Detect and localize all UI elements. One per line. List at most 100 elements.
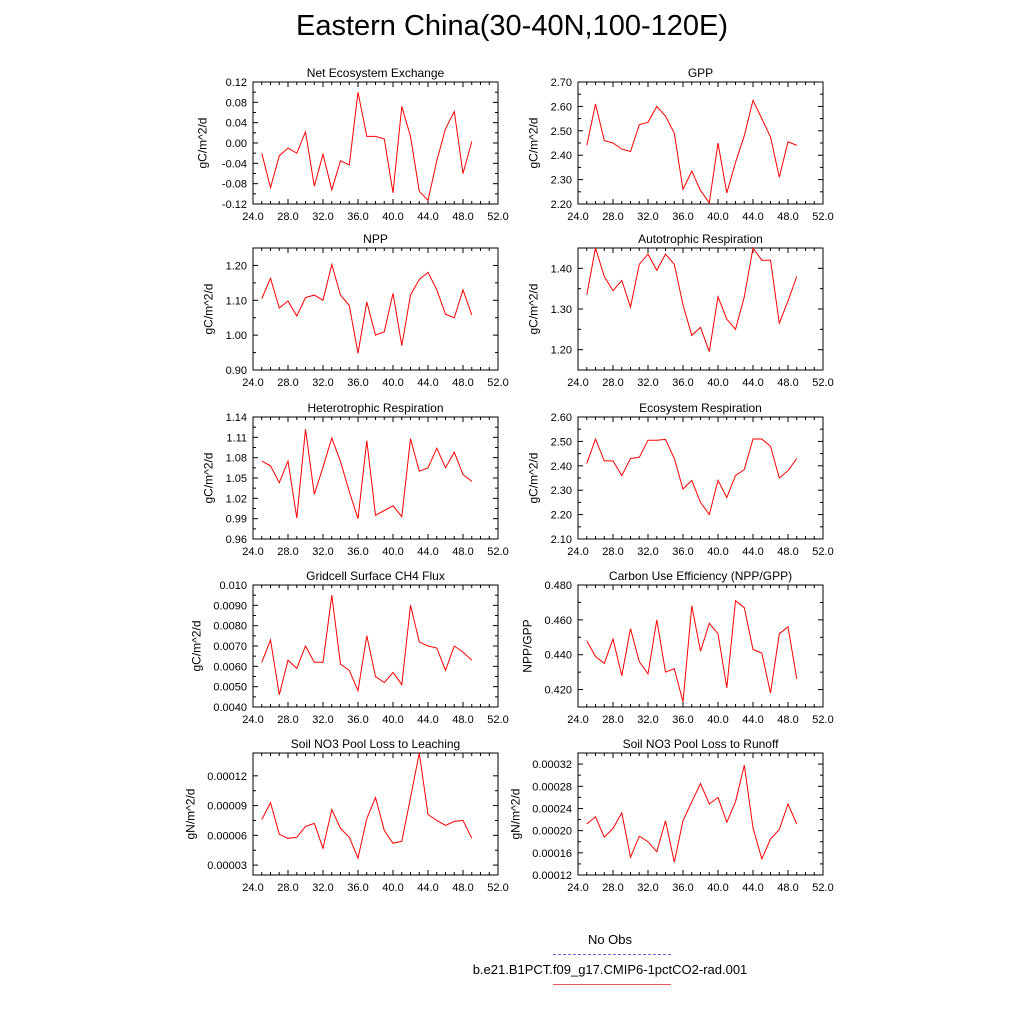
x-tick-label: 28.0 [602,882,623,894]
series-line [586,765,798,863]
chart-title: Soil NO3 Pool Loss to Runoff [623,737,780,751]
chart-title: Net Ecosystem Exchange [307,66,445,80]
plot-frame [577,416,824,540]
chart-title: Carbon Use Efficiency (NPP/GPP) [609,569,792,583]
x-tick-label: 24.0 [242,714,263,726]
plot-frame [577,81,824,205]
chart-panel: 24.0 28.0 32.0 36.0 40.0 44.0 48.0 52.0 0.90 1.00… [202,232,509,389]
legend-obs-label: No Obs [587,932,633,947]
x-tick-label: 52.0 [812,546,833,558]
x-tick-label: 28.0 [277,882,298,894]
y-axis-label: gC/m^2/d [527,284,541,335]
y-axis-label: NPP/GPP [521,619,535,672]
y-tick-label: 1.02 [226,493,247,505]
x-tick-label: 24.0 [242,211,263,223]
y-tick-label: 0.00009 [207,801,247,813]
x-tick-label: 36.0 [347,882,368,894]
y-tick-label: 0.0050 [213,682,247,694]
x-tick-label: 44.0 [742,377,763,389]
x-tick-label: 48.0 [452,377,473,389]
x-tick-label: 40.0 [382,546,403,558]
x-tick-label: 48.0 [452,882,473,894]
x-tick-label: 52.0 [487,882,508,894]
x-tick-label: 40.0 [707,211,728,223]
x-tick-label: 36.0 [672,882,693,894]
legend-model-line [553,984,671,985]
x-tick-label: 48.0 [452,211,473,223]
x-tick-label: 36.0 [347,211,368,223]
series-line [586,98,797,205]
x-tick-label: 24.0 [242,546,263,558]
y-tick-label: -0.12 [222,199,247,211]
chart-title: Soil NO3 Pool Loss to Leaching [291,737,460,751]
y-tick-label: 0.0070 [213,641,247,653]
y-tick-label: 1.05 [226,473,247,485]
x-tick-label: 28.0 [602,211,623,223]
y-tick-label: 0.0040 [213,702,247,714]
plot-frame [577,247,824,371]
plot-frame [252,752,499,876]
x-tick-label: 28.0 [602,377,623,389]
x-tick-label: 52.0 [487,546,508,558]
y-tick-label: 0.00012 [532,870,572,882]
y-axis-label: gN/m^2/d [183,789,197,840]
x-tick-label: 28.0 [602,714,623,726]
chart-title: Heterotrophic Respiration [307,401,443,415]
x-tick-label: 28.0 [277,714,298,726]
x-tick-label: 40.0 [382,882,403,894]
y-tick-label: 0.00024 [532,803,572,815]
x-tick-label: 48.0 [777,211,798,223]
y-tick-label: -0.04 [222,158,247,170]
y-tick-label: 1.30 [551,304,572,316]
x-tick-label: 52.0 [487,377,508,389]
series-line [586,599,798,702]
chart-title: GPP [688,66,713,80]
x-tick-label: 32.0 [637,377,658,389]
y-tick-label: 0.08 [226,97,247,109]
y-tick-label: 2.30 [551,485,572,497]
y-tick-label: 0.00 [226,138,247,150]
x-tick-label: 48.0 [452,714,473,726]
x-tick-label: 24.0 [567,546,588,558]
x-tick-label: 28.0 [277,546,298,558]
y-tick-label: -0.08 [222,179,247,191]
x-tick-label: 36.0 [672,546,693,558]
y-tick-label: 2.60 [551,101,572,113]
y-tick-label: 0.0060 [213,661,247,673]
x-tick-label: 32.0 [312,377,333,389]
x-tick-label: 24.0 [242,882,263,894]
y-axis-label: gC/m^2/d [202,453,216,504]
y-tick-label: 0.010 [219,580,247,592]
series-line [261,752,473,860]
plot-frame [252,81,499,205]
x-tick-label: 32.0 [637,714,658,726]
y-tick-label: 0.460 [544,615,572,627]
chart-panel: 24.0 28.0 32.0 36.0 40.0 44.0 48.0 52.0 -0.12 -0.… [196,66,509,223]
y-tick-label: 0.480 [544,580,572,592]
x-tick-label: 52.0 [487,211,508,223]
y-tick-label: 0.04 [226,118,247,130]
y-tick-label: 1.40 [551,263,572,275]
y-tick-label: 2.50 [551,126,572,138]
y-tick-label: 0.440 [544,650,572,662]
series-line [261,595,473,695]
x-tick-label: 36.0 [347,546,368,558]
x-tick-label: 48.0 [452,546,473,558]
y-tick-label: 2.20 [551,199,572,211]
x-tick-label: 52.0 [812,377,833,389]
plot-frame [252,247,499,371]
x-tick-label: 44.0 [417,546,438,558]
y-tick-label: 2.40 [551,461,572,473]
y-tick-label: 1.10 [226,295,247,307]
x-tick-label: 48.0 [777,714,798,726]
x-tick-label: 36.0 [672,714,693,726]
y-tick-label: 1.11 [226,432,247,444]
x-tick-label: 32.0 [637,546,658,558]
x-tick-label: 36.0 [672,377,693,389]
y-tick-label: 0.00006 [207,830,247,842]
x-tick-label: 52.0 [487,714,508,726]
x-tick-label: 44.0 [742,546,763,558]
chart-panel: 24.0 28.0 32.0 36.0 40.0 44.0 48.0 52.0 0.0040 0.… [189,569,508,726]
series-line [261,92,473,202]
legend: No Obs b.e21.B1PCT.f09_g17.CMIP6-1pctCO2… [440,930,780,990]
